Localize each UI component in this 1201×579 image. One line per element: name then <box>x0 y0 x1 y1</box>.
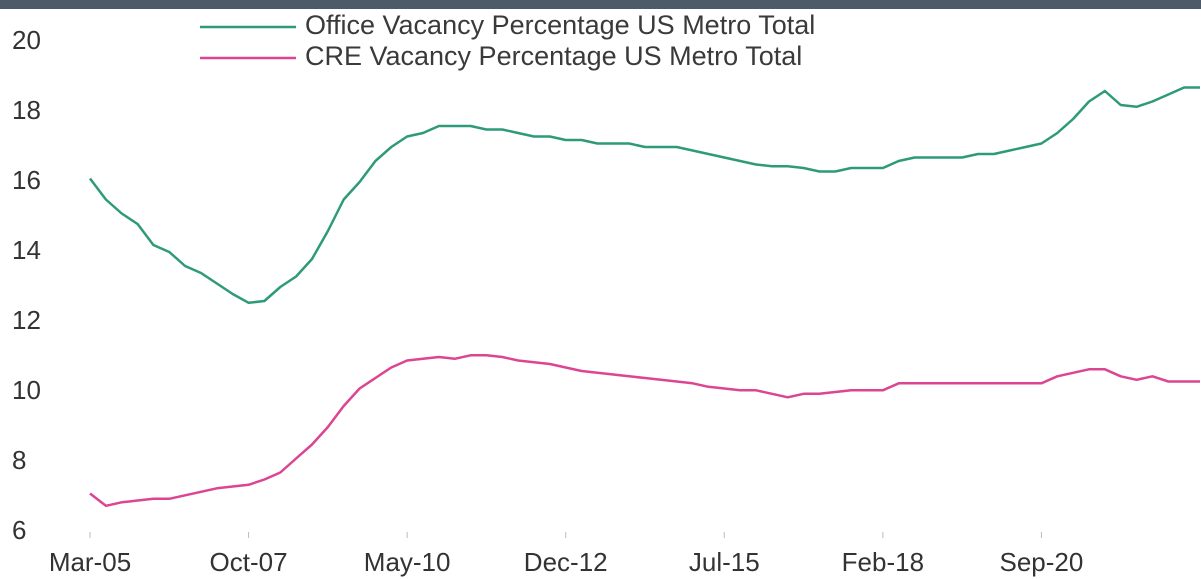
y-tick-label: 20 <box>12 25 41 55</box>
y-tick-label: 6 <box>12 515 26 545</box>
x-tick-label: Mar-05 <box>49 547 131 577</box>
x-tick-label: May-10 <box>364 547 451 577</box>
y-tick-label: 16 <box>12 165 41 195</box>
series-line <box>89 354 1200 508</box>
y-tick-label: 14 <box>12 235 41 265</box>
legend-label: CRE Vacancy Percentage US Metro Total <box>305 41 802 71</box>
y-tick-label: 18 <box>12 95 41 125</box>
x-tick-label: Sep-20 <box>1000 547 1084 577</box>
x-tick-label: Jul-15 <box>689 547 760 577</box>
legend-label: Office Vacancy Percentage US Metro Total <box>305 10 815 40</box>
y-tick-label: 8 <box>12 445 26 475</box>
series-line <box>89 86 1200 305</box>
x-tick-label: Feb-18 <box>842 547 924 577</box>
y-tick-label: 12 <box>12 305 41 335</box>
x-tick-label: Oct-07 <box>210 547 288 577</box>
x-tick-label: Dec-12 <box>524 547 608 577</box>
header-band <box>0 0 1201 9</box>
y-tick-label: 10 <box>12 375 41 405</box>
